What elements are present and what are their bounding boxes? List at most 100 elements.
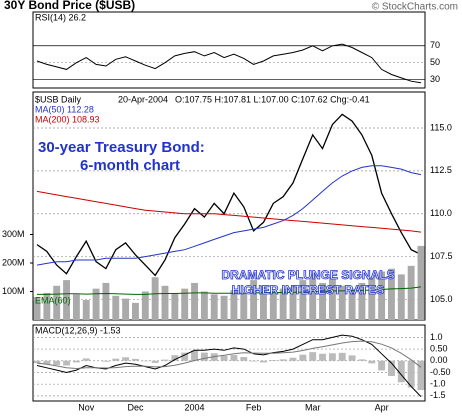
bar <box>368 360 376 364</box>
bar <box>348 288 356 320</box>
line <box>36 165 422 266</box>
bar <box>200 291 208 320</box>
annotation: DRAMATIC PLUNGE SIGNALS <box>221 268 394 282</box>
bar <box>338 285 346 320</box>
bar <box>397 360 405 383</box>
bar <box>289 357 297 361</box>
y-tick-label: 300M <box>2 229 25 239</box>
bar <box>260 285 267 320</box>
x-tick-label: Nov <box>78 402 95 412</box>
bar <box>102 360 110 362</box>
y-tick-label: 112.5 <box>430 165 452 175</box>
line <box>36 43 422 84</box>
bar <box>388 268 395 320</box>
bar <box>161 359 169 361</box>
legend-ema: EMA(60) <box>35 295 71 305</box>
bar <box>319 353 326 361</box>
y-tick-label: 70 <box>430 40 440 50</box>
y-tick-label: -1.5 <box>430 390 446 400</box>
bar <box>348 355 356 361</box>
y-tick-label: -0.50 <box>430 367 451 377</box>
x-tick-label: Dec <box>127 402 144 412</box>
price-frame <box>32 91 426 321</box>
bar <box>230 290 238 320</box>
bar <box>43 292 51 320</box>
y-tick-label: 110.0 <box>430 208 452 218</box>
bar <box>269 360 277 361</box>
credit: © StockCharts.com <box>372 2 458 13</box>
bar <box>112 295 120 320</box>
bar <box>279 288 287 320</box>
bar <box>240 292 248 320</box>
line <box>37 286 422 295</box>
bar <box>417 360 425 391</box>
bar <box>72 294 80 320</box>
bar <box>53 360 61 365</box>
price-quote: O:107.75 H:107.81 L:107.00 C:107.62 Chg:… <box>175 94 370 104</box>
y-tick-label: 0.50 <box>430 343 448 353</box>
bar <box>328 277 336 320</box>
bar <box>72 360 80 363</box>
bar <box>358 359 366 361</box>
bar <box>151 277 159 320</box>
bar <box>299 280 307 320</box>
bar <box>378 271 386 320</box>
rsi-label: RSI(14) 26.2 <box>35 12 86 22</box>
bar <box>33 360 41 364</box>
bar <box>171 355 179 361</box>
legend-ma50: MA(50) 112.28 <box>35 104 94 114</box>
marks: 70 50 30 115.0 112.5 110.0 107.5 105.0 300M 200M 1… <box>2 40 453 412</box>
annotation: HIGHER INTEREST RATES <box>232 283 384 297</box>
y-tick-label: 30 <box>430 74 440 84</box>
y-tick-label: 50 <box>430 57 440 67</box>
bar <box>33 297 41 320</box>
bar <box>338 352 346 361</box>
bar <box>388 360 395 376</box>
bar <box>220 355 228 361</box>
rsi-frame <box>32 11 426 89</box>
bar <box>122 298 130 320</box>
x-tick-label: Feb <box>246 402 262 412</box>
bar <box>260 360 267 363</box>
price-date: 20-Apr-2004 <box>118 94 168 104</box>
bar <box>309 352 317 361</box>
price-label: $USB Daily <box>35 94 82 104</box>
bar <box>161 285 169 320</box>
x-tick-label: Apr <box>375 402 389 412</box>
bar <box>43 360 51 365</box>
bar <box>368 277 376 320</box>
chart-title: 30Y Bond Price ($USB) <box>4 0 135 12</box>
bar <box>240 357 248 361</box>
bar <box>328 353 336 361</box>
legend-ma200: MA(200) 108.93 <box>35 114 100 124</box>
x-tick-label: 2004 <box>185 402 205 412</box>
bar <box>299 354 307 361</box>
bar <box>279 359 287 361</box>
bar <box>102 282 110 320</box>
y-tick-label: 200M <box>2 257 25 267</box>
y-tick-label: 0.00 <box>430 355 448 365</box>
bar <box>82 358 90 361</box>
bar <box>132 358 139 361</box>
bar <box>181 352 189 361</box>
bar <box>191 350 198 361</box>
y-tick-label: -1.0 <box>430 379 446 389</box>
bar <box>269 291 277 320</box>
bar <box>210 294 218 320</box>
bar <box>132 302 139 320</box>
bar <box>63 360 70 366</box>
bar <box>417 245 425 320</box>
line <box>36 340 422 370</box>
x-tick-label: Mar <box>305 402 321 412</box>
bar <box>309 274 317 320</box>
bar <box>122 357 130 361</box>
bar <box>378 360 386 371</box>
y-tick-label: 115.0 <box>430 122 452 132</box>
bar <box>407 265 415 320</box>
line <box>36 190 422 233</box>
macd-label: MACD(12,26,9) -1.53 <box>35 325 121 335</box>
bar <box>92 288 100 320</box>
bar <box>358 282 366 320</box>
bar <box>112 358 120 361</box>
